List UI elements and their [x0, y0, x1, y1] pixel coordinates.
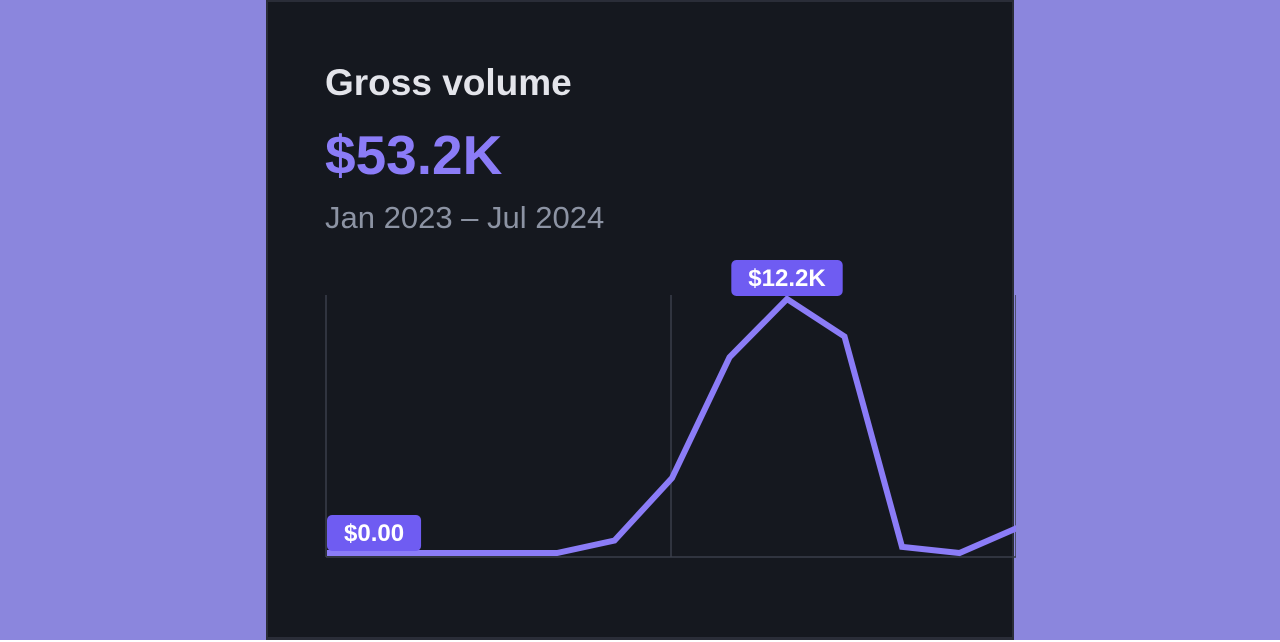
value-badge-label: $12.2K	[748, 265, 826, 292]
data-points	[324, 296, 1016, 556]
data-point	[957, 550, 963, 556]
data-point	[784, 296, 790, 302]
total-value: $53.2K	[325, 124, 503, 186]
value-badge: $12.2K	[731, 260, 843, 296]
data-point	[842, 333, 848, 339]
gross-volume-card[interactable]: Gross volume $53.2K Jan 2023 – Jul 2024 …	[266, 0, 1016, 642]
chart-gridlines	[325, 295, 1016, 558]
value-badge: $0.00	[327, 515, 422, 551]
value-badge-label: $0.00	[344, 520, 404, 547]
value-badge-background	[327, 515, 422, 551]
date-range: Jan 2023 – Jul 2024	[325, 200, 605, 235]
value-badge-background	[731, 260, 843, 296]
gross-volume-chart[interactable]: $0.00 $12.2K	[268, 2, 1016, 642]
chart-annotations: $0.00 $12.2K	[327, 260, 843, 551]
data-point	[324, 550, 330, 556]
data-point	[439, 550, 445, 556]
data-point	[612, 538, 618, 544]
data-point	[669, 475, 675, 481]
series-line	[327, 295, 1016, 557]
data-point	[497, 550, 503, 556]
data-point	[554, 550, 560, 556]
card-title: Gross volume	[325, 62, 572, 103]
data-point	[727, 354, 733, 360]
data-point	[899, 544, 905, 550]
